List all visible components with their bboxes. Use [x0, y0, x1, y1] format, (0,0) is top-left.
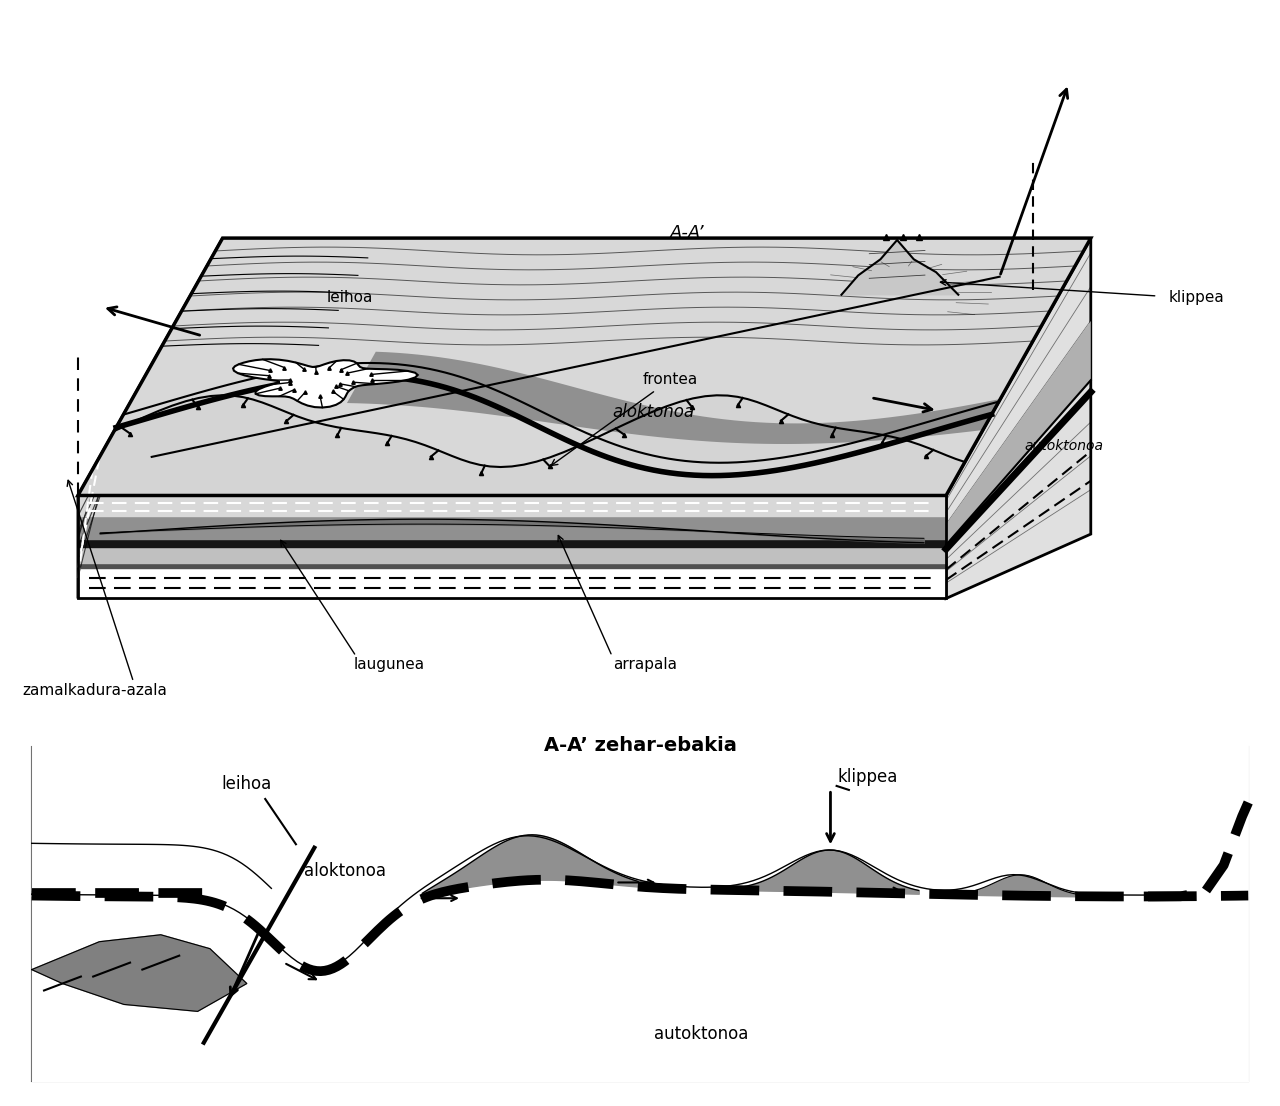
Polygon shape — [78, 495, 946, 598]
Text: autoktonoa: autoktonoa — [654, 1025, 749, 1043]
FancyBboxPatch shape — [32, 747, 1248, 1081]
Text: laugunea: laugunea — [355, 657, 425, 672]
Polygon shape — [32, 935, 247, 1011]
Text: klippea: klippea — [1169, 291, 1225, 305]
Text: aloktonoa: aloktonoa — [305, 862, 387, 879]
Text: aloktonoa: aloktonoa — [613, 403, 695, 421]
Text: klippea: klippea — [837, 768, 897, 785]
Text: zamalkadura-azala: zamalkadura-azala — [22, 684, 168, 698]
Polygon shape — [946, 321, 1091, 545]
Polygon shape — [233, 359, 417, 407]
Polygon shape — [78, 238, 223, 598]
Text: arrapala: arrapala — [613, 657, 677, 672]
Polygon shape — [841, 240, 959, 294]
Polygon shape — [114, 238, 1091, 467]
Text: leihoa: leihoa — [326, 291, 374, 305]
Text: A-A’: A-A’ — [669, 225, 704, 242]
Text: A-A’ zehar-ebakia: A-A’ zehar-ebakia — [544, 737, 736, 755]
Text: frontea: frontea — [552, 373, 698, 466]
Polygon shape — [347, 352, 1001, 444]
Polygon shape — [78, 238, 1091, 495]
Polygon shape — [78, 439, 110, 542]
Polygon shape — [946, 238, 1091, 598]
Polygon shape — [157, 238, 1091, 354]
Text: autoktonoa: autoktonoa — [1024, 439, 1103, 453]
Text: leihoa: leihoa — [221, 774, 271, 793]
